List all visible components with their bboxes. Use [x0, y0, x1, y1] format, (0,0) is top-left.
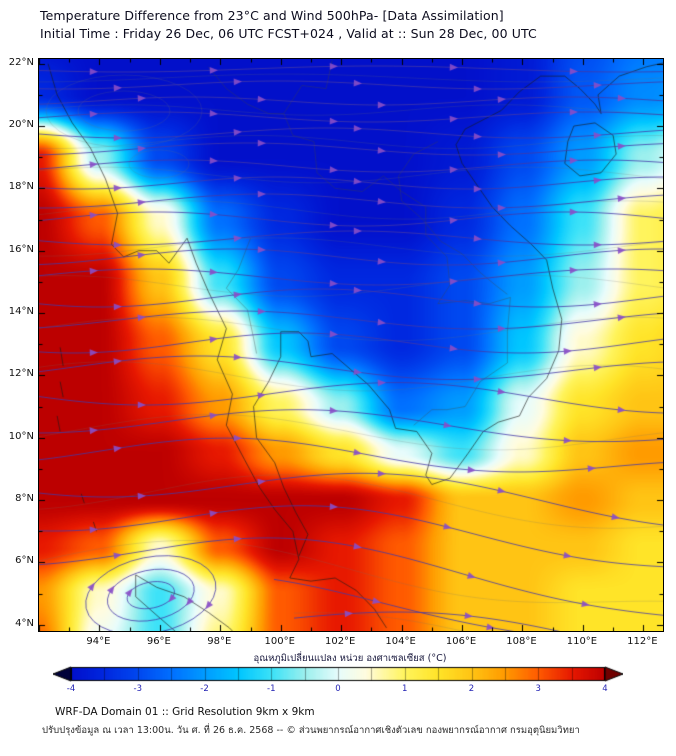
lat-axis-label: 22°N — [8, 56, 34, 68]
lat-axis-label: 18°N — [8, 181, 34, 193]
lon-axis-label: 102°E — [324, 636, 356, 647]
colorbar-tick-label: -4 — [66, 684, 76, 694]
lon-axis-label: 108°E — [506, 636, 537, 647]
colorbar-tick-label: 2 — [468, 684, 475, 694]
colorbar-tick-label: -1 — [267, 684, 276, 694]
colorbar-tick-label: -2 — [200, 684, 209, 694]
update-credit-note: ปรับปรุงข้อมูล ณ เวลา 13:00น. วัน ศ. ที่… — [42, 725, 580, 736]
temperature-wind-map-canvas — [39, 59, 663, 631]
lon-axis-label: 104°E — [385, 636, 416, 647]
colorbar-tick-label: 1 — [402, 684, 408, 694]
lat-axis-label: 16°N — [8, 243, 34, 255]
lat-axis-label: 6°N — [15, 555, 34, 567]
lon-axis-label: 98°E — [207, 636, 232, 647]
lat-axis-label: 14°N — [8, 306, 34, 318]
colorbar — [53, 666, 623, 682]
lat-axis-label: 8°N — [15, 493, 34, 505]
map-subtitle-init-valid-time: Initial Time : Friday 26 Dec, 06 UTC FCS… — [40, 26, 537, 41]
domain-resolution-note: WRF-DA Domain 01 :: Grid Resolution 9km … — [55, 706, 315, 718]
lon-axis-label: 96°E — [146, 636, 171, 647]
lon-axis-label: 106°E — [445, 636, 477, 647]
colorbar-label: อุณหภูมิเปลี่ยนแปลง หน่วย องศาเซลเซียส (… — [253, 653, 447, 664]
lat-axis-label: 10°N — [8, 430, 34, 442]
colorbar-tick-label: 3 — [535, 684, 541, 694]
colorbar-tick-label: 0 — [335, 684, 341, 694]
lon-axis-label: 112°E — [627, 636, 658, 647]
map-title: Temperature Difference from 23°C and Win… — [40, 8, 504, 23]
map-frame — [38, 58, 664, 632]
colorbar-tick-label: -3 — [133, 684, 142, 694]
lon-axis-label: 100°E — [264, 636, 295, 647]
lat-axis-label: 4°N — [15, 617, 34, 629]
lat-axis-label: 20°N — [8, 119, 34, 131]
lon-axis-label: 94°E — [86, 636, 111, 647]
colorbar-tick-label: 4 — [602, 684, 608, 694]
lon-axis-label: 110°E — [566, 636, 598, 647]
lat-axis-label: 12°N — [8, 368, 34, 380]
